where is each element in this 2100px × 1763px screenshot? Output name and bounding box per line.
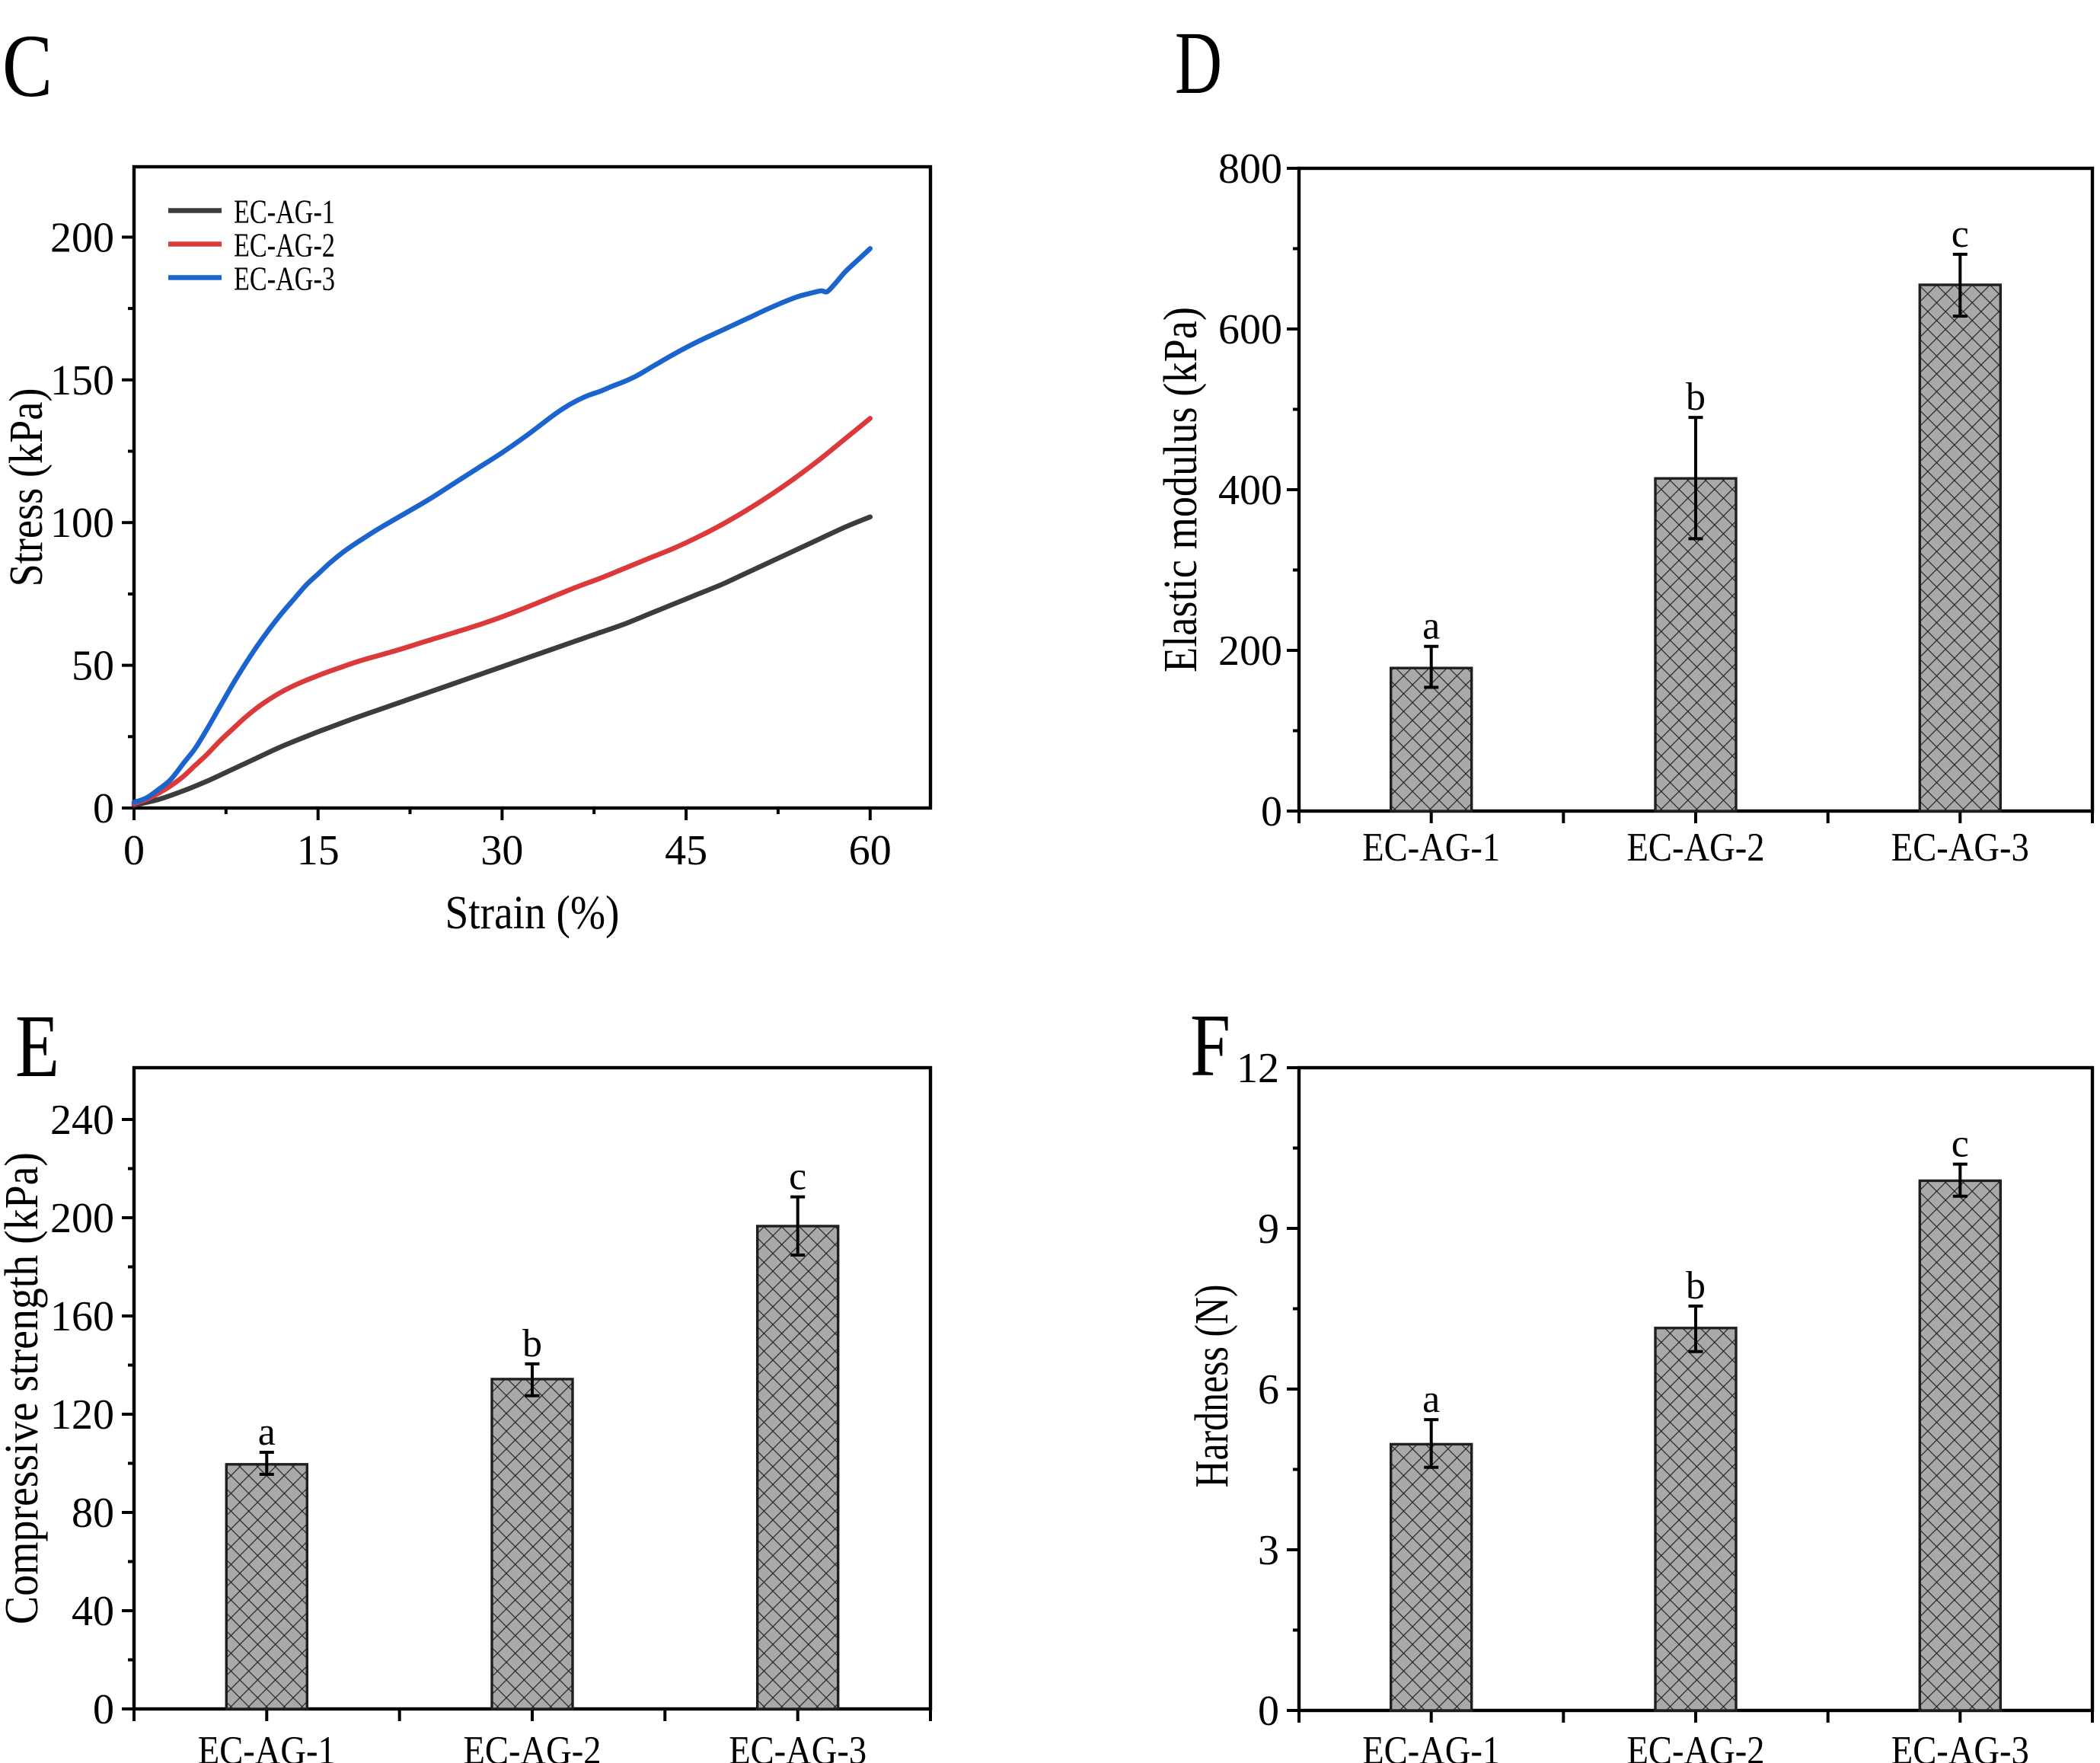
svg-text:45: 45 [665, 827, 707, 874]
svg-text:400: 400 [1218, 467, 1282, 514]
svg-text:EC-AG-1: EC-AG-1 [198, 1729, 336, 1763]
svg-text:a: a [1422, 1378, 1440, 1421]
svg-text:EC-AG-3: EC-AG-3 [1891, 1729, 2029, 1763]
svg-text:160: 160 [50, 1293, 114, 1340]
svg-text:12: 12 [1237, 1045, 1279, 1092]
svg-text:Hardness (N): Hardness (N) [1186, 1285, 1238, 1488]
svg-text:60: 60 [849, 827, 892, 874]
svg-text:D: D [1175, 13, 1222, 113]
svg-text:EC-AG-2: EC-AG-2 [1627, 1729, 1765, 1763]
svg-text:240: 240 [50, 1097, 114, 1144]
svg-text:EC-AG-1: EC-AG-1 [234, 193, 335, 231]
svg-text:c: c [1952, 212, 1969, 256]
svg-text:50: 50 [72, 643, 114, 690]
svg-text:c: c [1952, 1123, 1969, 1166]
svg-text:EC-AG-1: EC-AG-1 [1362, 826, 1500, 870]
svg-text:EC-AG-3: EC-AG-3 [1891, 826, 2029, 870]
svg-text:c: c [789, 1155, 806, 1199]
svg-text:Stress (kPa): Stress (kPa) [1, 388, 53, 587]
svg-text:Compressive strength (kPa): Compressive strength (kPa) [0, 1152, 48, 1624]
svg-text:EC-AG-2: EC-AG-2 [1627, 826, 1765, 870]
svg-text:0: 0 [93, 1686, 114, 1733]
svg-text:80: 80 [72, 1490, 114, 1537]
svg-text:9: 9 [1258, 1206, 1279, 1253]
svg-text:40: 40 [72, 1588, 114, 1635]
svg-text:6: 6 [1258, 1366, 1279, 1413]
svg-text:0: 0 [1258, 1688, 1279, 1735]
svg-text:EC-AG-2: EC-AG-2 [234, 227, 335, 264]
svg-text:120: 120 [50, 1391, 114, 1439]
svg-text:3: 3 [1258, 1527, 1279, 1574]
svg-text:200: 200 [1218, 628, 1282, 675]
svg-text:C: C [2, 16, 53, 116]
svg-text:0: 0 [123, 827, 145, 874]
svg-text:200: 200 [50, 214, 114, 261]
svg-text:EC-AG-3: EC-AG-3 [234, 260, 335, 298]
svg-text:600: 600 [1218, 306, 1282, 353]
svg-text:b: b [1686, 1264, 1706, 1308]
svg-text:800: 800 [1218, 145, 1282, 193]
svg-text:100: 100 [50, 500, 114, 547]
svg-text:0: 0 [93, 785, 114, 832]
svg-text:EC-AG-2: EC-AG-2 [464, 1729, 602, 1763]
svg-text:EC-AG-1: EC-AG-1 [1362, 1729, 1500, 1763]
svg-text:b: b [522, 1322, 542, 1365]
svg-text:EC-AG-3: EC-AG-3 [729, 1729, 866, 1763]
svg-text:E: E [15, 996, 59, 1096]
svg-text:b: b [1686, 375, 1706, 419]
svg-text:a: a [1422, 605, 1440, 648]
svg-text:a: a [258, 1410, 276, 1454]
svg-text:F: F [1190, 995, 1230, 1095]
svg-text:15: 15 [297, 827, 340, 874]
svg-text:150: 150 [50, 357, 114, 404]
svg-text:30: 30 [480, 827, 523, 874]
svg-text:0: 0 [1261, 788, 1282, 835]
svg-text:Strain (%): Strain (%) [445, 887, 620, 939]
svg-text:Elastic modulus (kPa): Elastic modulus (kPa) [1155, 307, 1207, 672]
svg-text:200: 200 [50, 1195, 114, 1242]
